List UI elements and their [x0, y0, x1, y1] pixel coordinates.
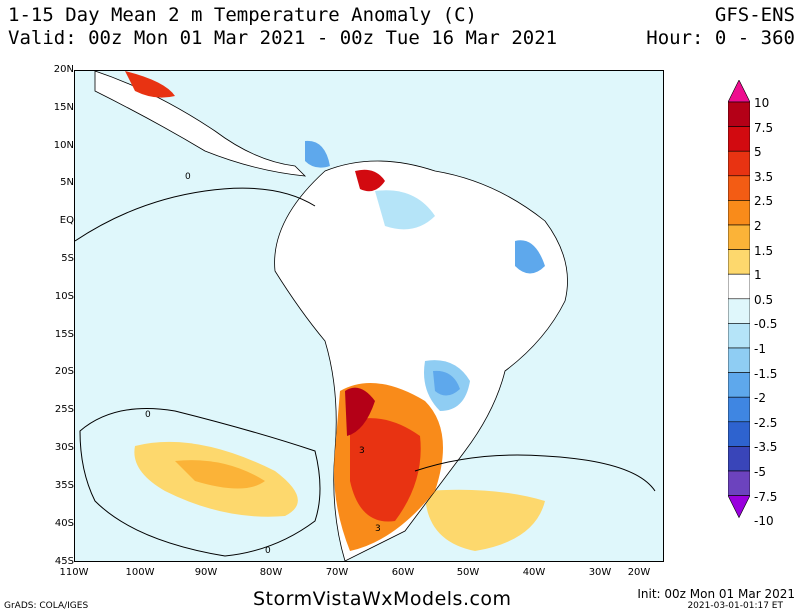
color-scale-bar — [728, 80, 750, 519]
lat-label: 40S — [54, 518, 74, 529]
color-scale-step — [728, 323, 750, 349]
color-scale-step — [728, 200, 750, 226]
color-scale-step — [728, 396, 750, 423]
map-title: 1-15 Day Mean 2 m Temperature Anomaly (C… — [8, 4, 477, 26]
anomaly-region-amazon-cool — [375, 190, 435, 230]
lat-label: 15S — [54, 329, 74, 340]
lat-label: 25S — [54, 404, 74, 415]
color-scale-label: 7.5 — [754, 120, 774, 135]
lat-label: 20N — [53, 64, 74, 75]
lat-label: 20S — [54, 366, 74, 377]
color-scale-label: 3.5 — [754, 169, 774, 184]
color-scale-step — [728, 249, 750, 275]
anomaly-map: 0 0 0 3 3 — [74, 70, 664, 562]
color-scale-step — [728, 175, 750, 201]
color-scale-label: 5 — [754, 145, 762, 160]
central-america-land — [94, 71, 307, 177]
lat-label: 10S — [54, 291, 74, 302]
grads-credit: GrADS: COLA/IGES — [4, 601, 89, 611]
color-scale-step — [728, 470, 750, 496]
contour-label: 0 — [185, 172, 191, 182]
color-scale-step — [728, 126, 750, 152]
lat-label: EQ — [59, 215, 74, 226]
lon-label: 50W — [456, 567, 480, 578]
map-canvas: 0 0 0 3 3 — [75, 71, 656, 561]
color-scale-step — [728, 347, 750, 373]
issue-timestamp: 2021-03-01-01:17 ET — [687, 601, 783, 611]
lon-label: 40W — [522, 567, 546, 578]
color-scale-step — [728, 298, 750, 324]
color-scale-step — [728, 224, 750, 250]
site-name: StormVistaWxModels.com — [253, 588, 512, 610]
lat-label: 15N — [53, 102, 74, 113]
color-scale-label: -0.5 — [754, 317, 778, 332]
model-name: GFS-ENS — [714, 4, 795, 26]
lat-label: 45S — [54, 556, 74, 567]
color-scale-label: 1.5 — [754, 243, 774, 258]
color-scale-label: -2.5 — [754, 415, 778, 430]
color-scale-label: 0.5 — [754, 292, 774, 307]
color-scale-step — [728, 421, 750, 447]
lat-label: 10N — [53, 140, 74, 151]
contour-label: 0 — [265, 546, 271, 556]
color-scale-label: 1 — [754, 268, 762, 283]
lon-label: 60W — [391, 567, 415, 578]
color-scale-step — [728, 446, 750, 472]
anomaly-region-mexico-hot — [125, 71, 175, 98]
color-scale-label: -3.5 — [754, 440, 778, 455]
color-scale-label: -5 — [754, 465, 766, 479]
anomaly-region-atlantic-warm — [425, 489, 545, 551]
color-scale-label: -1 — [754, 342, 766, 356]
lon-label: 20W — [627, 567, 651, 578]
color-scale-label: 10 — [754, 96, 770, 110]
lat-label: 5N — [60, 177, 74, 188]
contour-label: 0 — [145, 410, 151, 420]
lon-label: 70W — [325, 567, 349, 578]
init-time: Init: 00z Mon 01 Mar 2021 — [637, 587, 795, 601]
lon-label: 100W — [125, 567, 155, 578]
color-scale-step — [728, 101, 750, 127]
forecast-hour-range: Hour: 0 - 360 — [646, 27, 795, 49]
lon-label: 30W — [588, 567, 612, 578]
lat-label: 35S — [54, 480, 74, 491]
valid-period: Valid: 00z Mon 01 Mar 2021 - 00z Tue 16 … — [8, 27, 558, 49]
color-scale-label: -10 — [754, 514, 774, 529]
color-scale-label: 2 — [754, 219, 762, 233]
lon-label: 80W — [259, 567, 283, 578]
lat-label: 30S — [54, 442, 74, 453]
contour-label: 3 — [375, 524, 381, 534]
anomaly-region-venezuela-hot — [355, 169, 385, 192]
lon-label: 90W — [194, 567, 218, 578]
color-scale-label: -1.5 — [754, 366, 778, 381]
color-scale-step — [728, 273, 750, 300]
color-scale-step — [728, 150, 750, 177]
color-scale-step — [728, 372, 750, 398]
color-scale-step — [728, 495, 750, 519]
color-scale-label: -2 — [754, 391, 766, 406]
color-scale-label: -7.5 — [754, 489, 778, 504]
color-scale-step — [728, 80, 750, 103]
lat-label: 5S — [61, 253, 74, 264]
zero-contour — [79, 408, 321, 557]
color-scale-label: 2.5 — [754, 194, 774, 209]
contour-label: 3 — [359, 446, 365, 456]
lon-label: 110W — [59, 567, 89, 578]
